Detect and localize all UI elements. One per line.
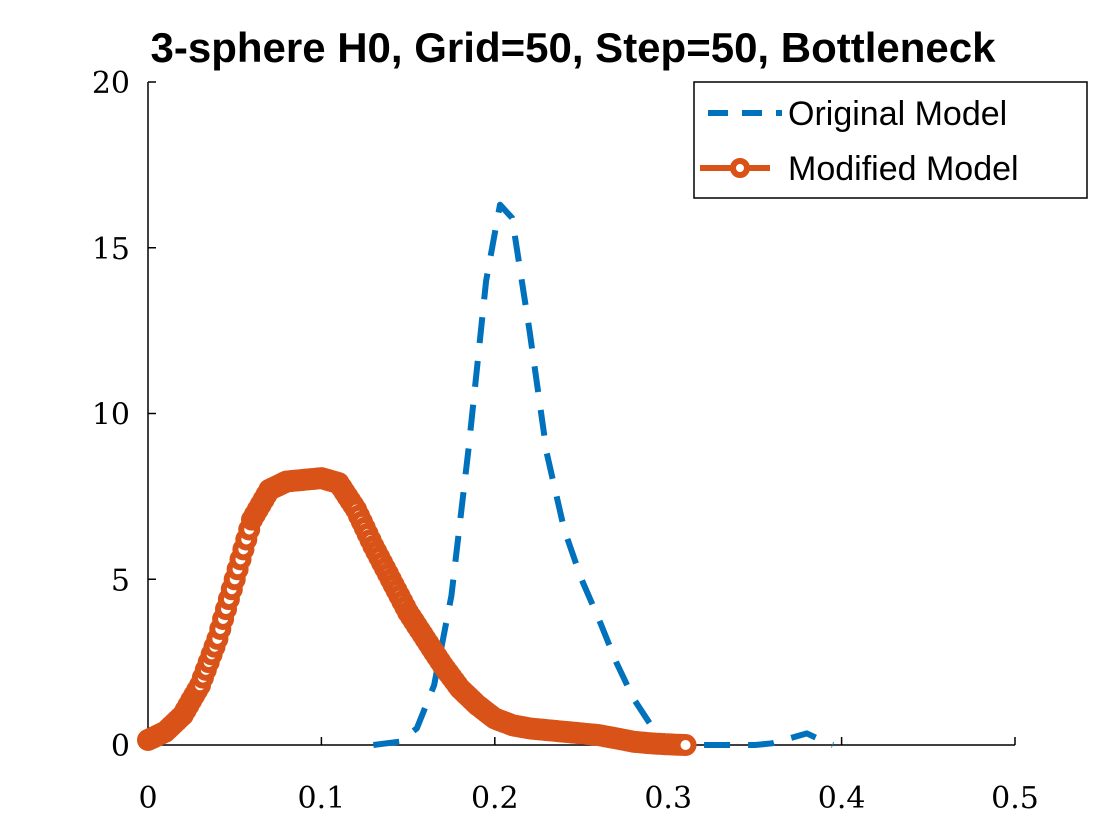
legend-marker-modified [730, 158, 750, 178]
x-tick-label: 0 [138, 781, 157, 816]
legend-label-original: Original Model [788, 95, 1007, 133]
x-tick-label: 0.1 [298, 781, 346, 816]
y-tick-label: 0 [111, 729, 130, 764]
x-tick-label: 0.5 [991, 781, 1039, 816]
series-original-line [373, 201, 834, 748]
series-modified-markers [137, 467, 697, 756]
legend-box [693, 81, 1088, 199]
y-tick-label: 20 [92, 66, 130, 101]
x-tick-label: 0.4 [818, 781, 866, 816]
y-tick-label: 15 [92, 232, 130, 267]
ticks: 0 0.1 0.2 0.3 0.4 0.5 0 5 10 15 20 [92, 66, 1039, 816]
legend: Original Model Modified Model [693, 81, 1088, 199]
chart-title: 3-sphere H0, Grid=50, Step=50, Bottlenec… [150, 24, 996, 71]
x-tick-label: 0.3 [644, 781, 692, 816]
y-tick-label: 10 [92, 398, 130, 433]
legend-label-modified: Modified Model [788, 150, 1019, 188]
x-tick-label: 0.2 [471, 781, 519, 816]
legend-item-modified: Modified Model [700, 150, 1019, 188]
y-tick-label: 5 [111, 563, 130, 598]
series-modified-point [674, 734, 697, 756]
series-layer [137, 201, 834, 756]
legend-item-original: Original Model [708, 95, 1007, 133]
